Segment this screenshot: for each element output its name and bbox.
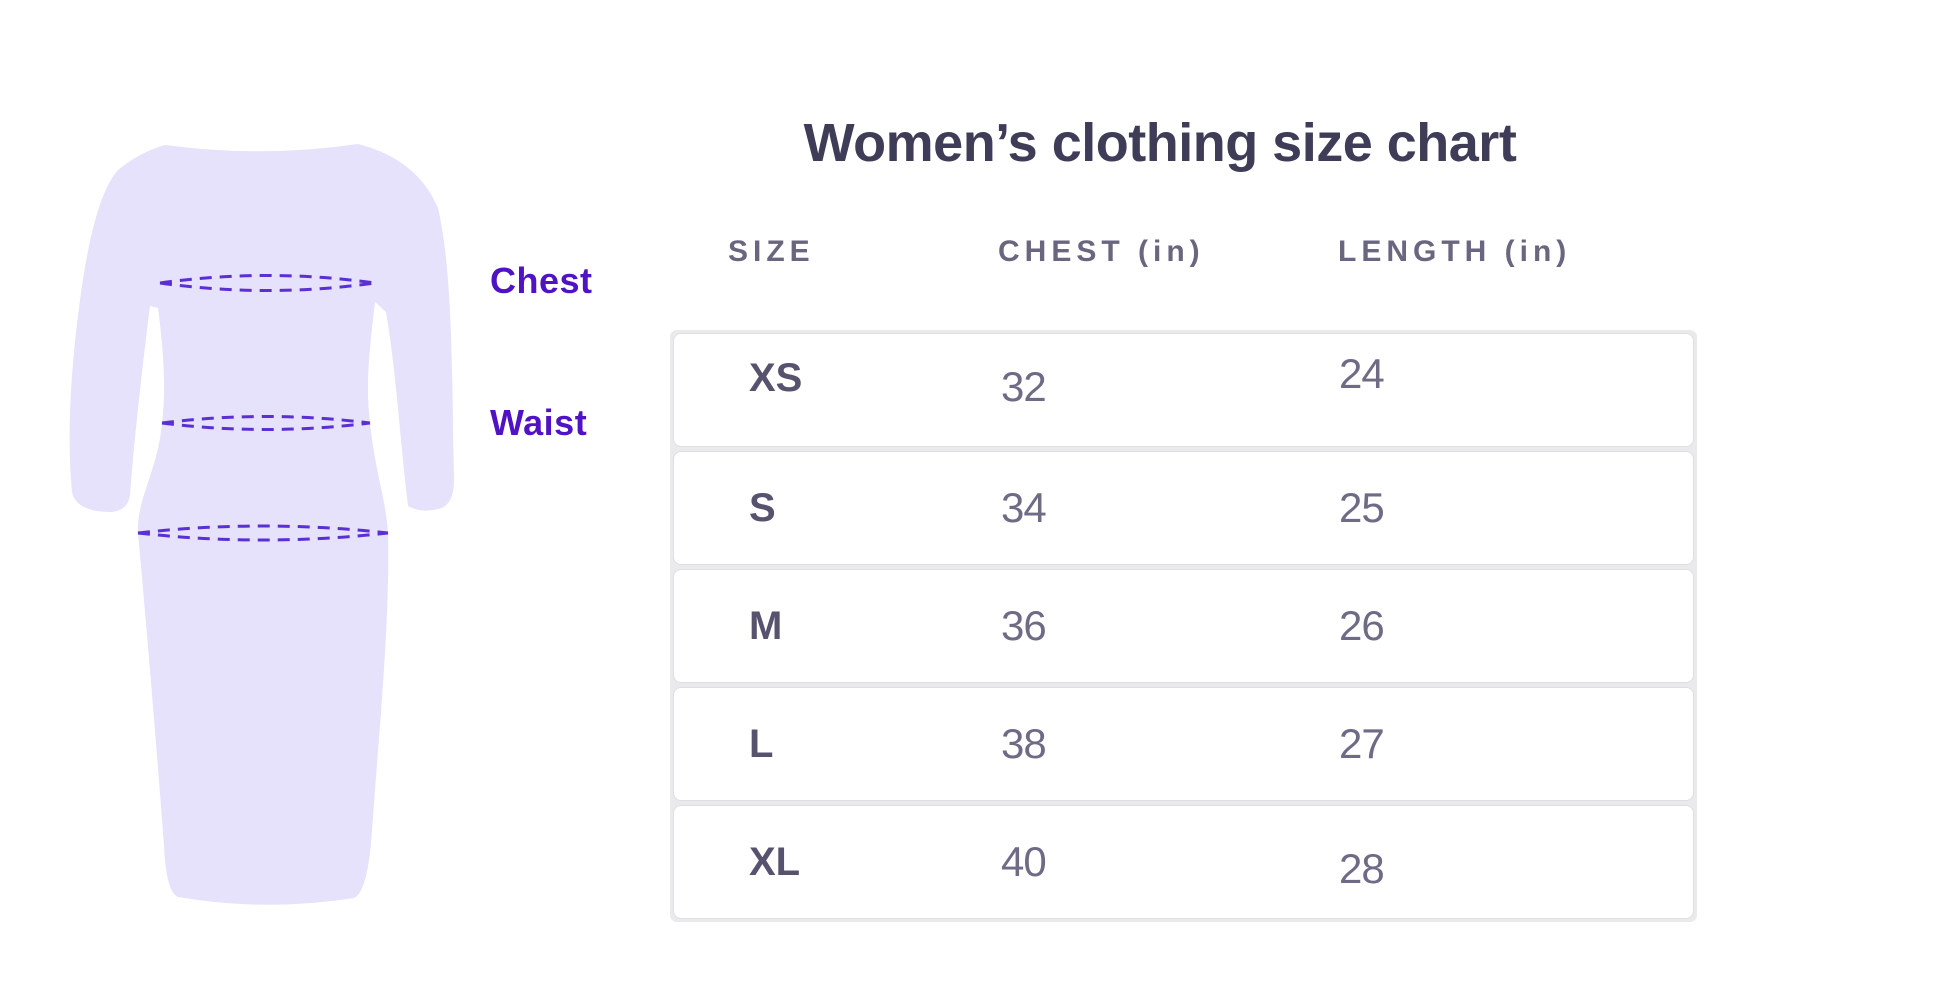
size-cell: S <box>749 485 776 530</box>
chest-cell: 32 <box>1001 363 1047 410</box>
size-cell: XS <box>749 355 803 400</box>
size-cell: XL <box>749 839 801 884</box>
chest-measurement-ellipse <box>159 274 376 292</box>
size-chart-header-row: SIZE CHEST (in) LENGTH (in) <box>670 234 1697 270</box>
hip-measurement-ellipse <box>137 524 389 542</box>
column-header-size: SIZE <box>728 235 815 268</box>
chest-cell: 34 <box>1001 484 1047 531</box>
waist-measurement-ellipse <box>161 415 371 431</box>
chest-cell: 40 <box>1001 838 1047 885</box>
table-row-m: M 36 26 <box>673 569 1694 683</box>
chest-label: Chest <box>490 260 593 301</box>
length-cell: 27 <box>1339 720 1385 767</box>
chest-cell: 36 <box>1001 602 1047 649</box>
page-title: Women’s clothing size chart <box>803 113 1517 173</box>
table-row-s: S 34 25 <box>673 451 1694 565</box>
size-cell: L <box>749 721 774 766</box>
table-row-xl: XL 40 28 <box>673 805 1694 919</box>
dress-illustration <box>69 144 454 905</box>
chest-cell: 38 <box>1001 720 1047 767</box>
table-row-l: L 38 27 <box>673 687 1694 801</box>
length-cell: 25 <box>1339 484 1385 531</box>
length-cell: 28 <box>1339 845 1385 892</box>
table-row-xs: XS 32 24 <box>673 333 1694 447</box>
size-table: XS 32 24 S 34 25 M 36 26 L 38 27 XL 40 2… <box>670 330 1697 922</box>
dress-silhouette <box>69 144 454 905</box>
length-cell: 24 <box>1339 350 1385 397</box>
length-cell: 26 <box>1339 602 1385 649</box>
size-cell: M <box>749 603 783 648</box>
waist-label: Waist <box>490 402 588 443</box>
column-header-length: LENGTH (in) <box>1338 235 1572 268</box>
column-header-chest: CHEST (in) <box>998 235 1205 268</box>
